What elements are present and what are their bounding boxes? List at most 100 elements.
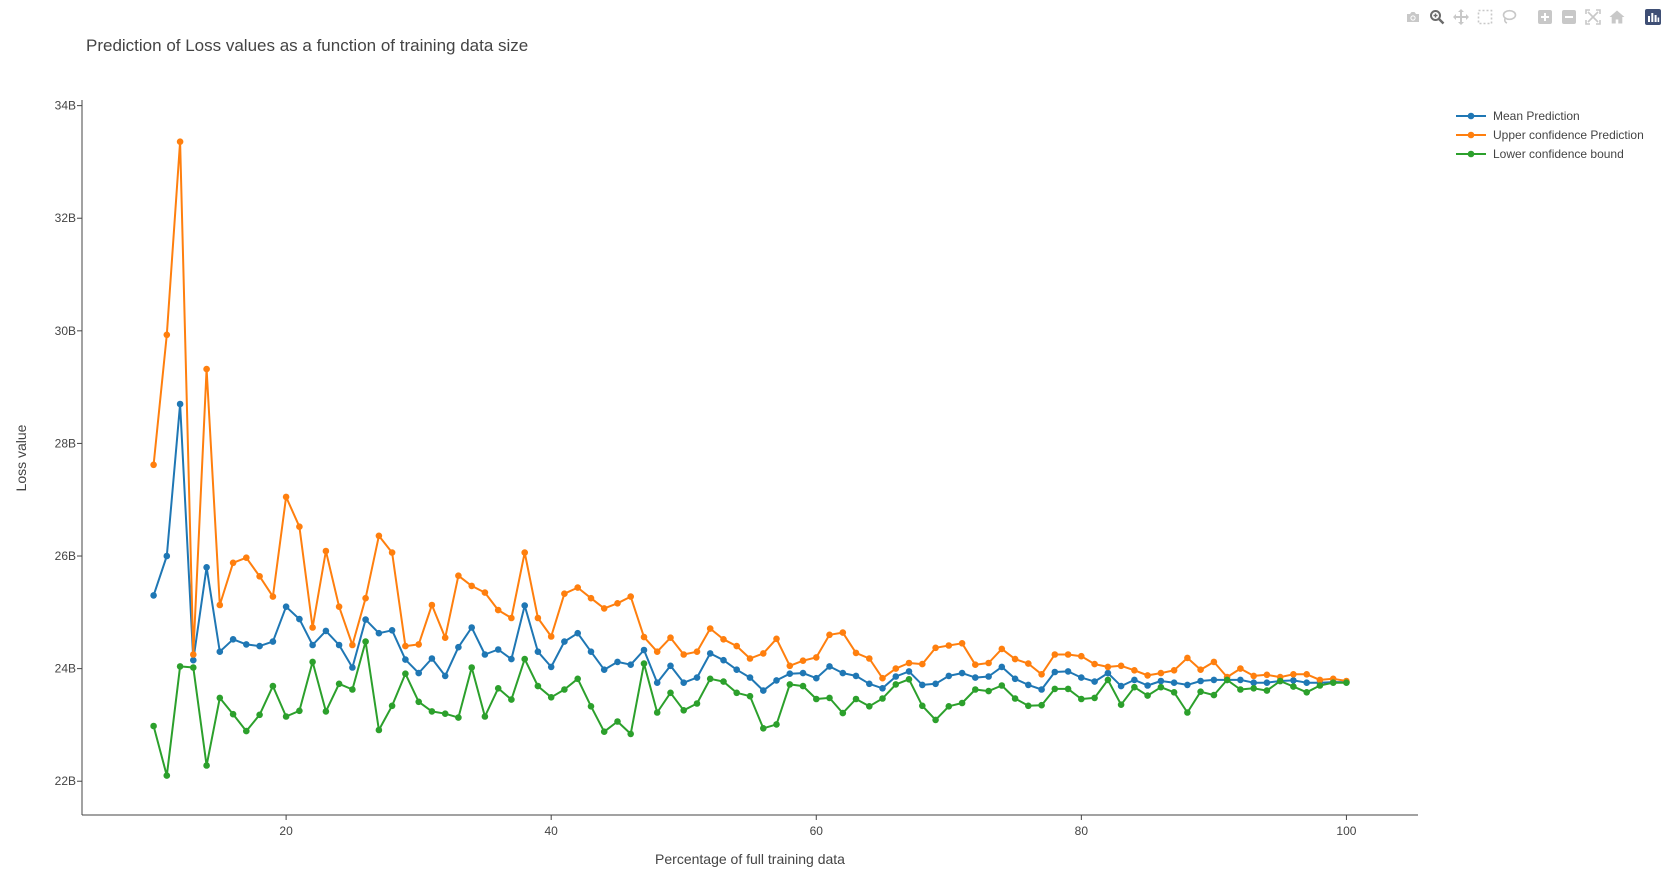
camera-icon[interactable] bbox=[1402, 6, 1423, 27]
data-point-upper bbox=[760, 650, 767, 657]
data-point-mean bbox=[243, 641, 250, 648]
data-point-lower bbox=[296, 707, 303, 715]
data-point-mean bbox=[1157, 677, 1165, 685]
data-point-upper bbox=[653, 648, 661, 655]
data-point-mean bbox=[786, 670, 794, 677]
data-point-lower bbox=[1329, 679, 1337, 686]
data-point-mean bbox=[388, 627, 396, 634]
data-point-lower bbox=[375, 726, 383, 734]
data-point-upper bbox=[1170, 667, 1178, 674]
data-point-mean bbox=[919, 681, 926, 689]
data-point-upper bbox=[614, 600, 621, 607]
data-point-mean bbox=[362, 616, 369, 623]
data-point-upper bbox=[972, 661, 979, 668]
box-select-icon[interactable] bbox=[1474, 6, 1495, 27]
data-point-upper bbox=[282, 493, 290, 501]
reset-axes-icon[interactable] bbox=[1606, 6, 1627, 27]
data-point-mean bbox=[190, 656, 197, 664]
data-point-mean bbox=[627, 661, 634, 668]
data-point-mean bbox=[428, 655, 436, 662]
legend-swatch-marker bbox=[1467, 131, 1475, 139]
data-point-upper bbox=[203, 365, 210, 373]
data-point-upper bbox=[1157, 669, 1165, 677]
data-point-lower bbox=[1157, 683, 1165, 691]
data-point-upper bbox=[1197, 666, 1204, 673]
data-point-upper bbox=[667, 634, 674, 641]
data-point-mean bbox=[455, 643, 462, 651]
data-point-lower bbox=[640, 660, 648, 667]
autoscale-icon[interactable] bbox=[1582, 6, 1603, 27]
data-point-mean bbox=[1210, 676, 1218, 684]
y-axis-title: Loss value bbox=[13, 424, 29, 491]
data-point-upper bbox=[494, 606, 502, 614]
x-tick-label: 20 bbox=[279, 824, 293, 838]
data-point-lower bbox=[428, 708, 436, 715]
data-point-mean bbox=[309, 641, 316, 649]
data-point-mean bbox=[1091, 678, 1098, 685]
data-point-upper bbox=[839, 629, 847, 636]
data-point-upper bbox=[256, 573, 263, 580]
data-point-upper bbox=[388, 549, 396, 556]
data-point-mean bbox=[799, 669, 807, 677]
data-point-upper bbox=[455, 572, 462, 579]
lasso-icon[interactable] bbox=[1498, 6, 1519, 27]
data-point-lower bbox=[1064, 685, 1072, 693]
data-point-upper bbox=[163, 331, 171, 339]
data-point-upper bbox=[1117, 662, 1125, 670]
data-point-mean bbox=[813, 674, 820, 682]
data-point-mean bbox=[256, 642, 263, 650]
zoom-in-icon[interactable] bbox=[1534, 6, 1555, 27]
data-point-upper bbox=[574, 584, 581, 591]
zoom-icon[interactable] bbox=[1426, 6, 1447, 27]
data-point-lower bbox=[852, 695, 860, 703]
data-point-lower bbox=[150, 722, 157, 730]
data-point-mean bbox=[1025, 681, 1032, 689]
data-point-mean bbox=[1263, 679, 1271, 686]
data-point-upper bbox=[892, 665, 900, 672]
data-point-mean bbox=[1064, 668, 1072, 675]
data-point-mean bbox=[349, 664, 356, 671]
data-point-lower bbox=[972, 686, 979, 693]
data-point-mean bbox=[534, 648, 542, 655]
data-point-mean bbox=[1237, 676, 1244, 684]
data-point-lower bbox=[773, 721, 780, 728]
data-point-lower bbox=[1290, 683, 1297, 690]
data-point-upper bbox=[402, 642, 409, 650]
data-point-mean bbox=[587, 648, 595, 655]
data-point-mean bbox=[574, 629, 581, 637]
data-point-upper bbox=[786, 662, 794, 670]
data-point-upper bbox=[415, 641, 423, 648]
data-point-upper bbox=[799, 657, 807, 664]
y-tick-label: 30B bbox=[55, 324, 76, 338]
data-point-mean bbox=[547, 663, 555, 671]
legend: Mean Prediction Upper confidence Predicti… bbox=[1456, 109, 1644, 161]
data-point-lower bbox=[746, 692, 754, 700]
data-point-lower bbox=[256, 711, 263, 719]
zoom-out-icon[interactable] bbox=[1558, 6, 1579, 27]
data-point-lower bbox=[547, 694, 555, 701]
data-point-mean bbox=[415, 669, 423, 677]
data-point-lower bbox=[1170, 689, 1178, 696]
data-point-lower bbox=[1197, 688, 1204, 695]
data-point-mean bbox=[508, 655, 515, 663]
data-point-upper bbox=[190, 651, 197, 658]
data-point-upper bbox=[879, 674, 886, 682]
data-point-mean bbox=[892, 673, 900, 680]
data-point-upper bbox=[322, 547, 330, 555]
data-point-lower bbox=[932, 716, 939, 724]
data-point-upper bbox=[905, 659, 913, 667]
y-tick-label: 26B bbox=[55, 549, 76, 563]
x-tick-label: 80 bbox=[1075, 824, 1089, 838]
data-point-mean bbox=[375, 629, 383, 637]
data-point-mean bbox=[733, 666, 740, 673]
pan-icon[interactable] bbox=[1450, 6, 1471, 27]
data-point-upper bbox=[468, 582, 476, 590]
data-point-mean bbox=[653, 679, 661, 686]
plotly-logo-icon[interactable] bbox=[1642, 6, 1663, 27]
data-point-mean bbox=[1011, 675, 1019, 683]
data-point-lower bbox=[1104, 676, 1112, 684]
x-tick-label: 60 bbox=[810, 824, 824, 838]
data-point-upper bbox=[296, 523, 303, 530]
chart-title: Prediction of Loss values as a function … bbox=[86, 36, 528, 55]
